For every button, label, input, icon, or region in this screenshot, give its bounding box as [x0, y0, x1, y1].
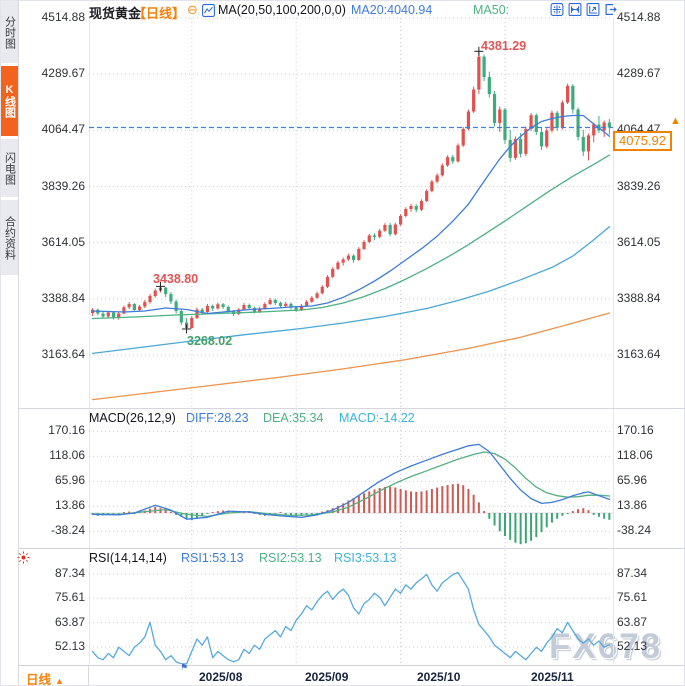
price-marker-label: 4075.92: [613, 131, 672, 151]
sidebar: 分时图 K线图 闪电图 合约资料: [1, 1, 19, 685]
period-label: 日线: [26, 673, 52, 686]
rsi3-value: RSI3:53.13: [334, 551, 397, 565]
sidebar-tab-label: K线图: [3, 84, 16, 118]
main-price-panel: [91, 51, 611, 401]
sidebar-tab-kline-chart[interactable]: K线图: [1, 66, 18, 136]
ma-settings-label[interactable]: MA(20,50,100,200,0,0): [218, 3, 346, 17]
price-marker-arrow: ▲: [670, 115, 681, 127]
fit-width-icon[interactable]: [568, 3, 582, 16]
macd-dea-value: DEA:35.34: [263, 411, 324, 425]
sidebar-tab-label: 闪电图: [3, 151, 16, 185]
x-axis-label: 2025/10: [417, 670, 461, 684]
ma20-value: MA20:4040.94: [351, 3, 433, 17]
rsi2-value: RSI2:53.13: [259, 551, 322, 565]
export-icon[interactable]: [604, 3, 618, 16]
annotation-swing-high: 3438.80: [153, 272, 199, 286]
period-selector[interactable]: 日线 ▲: [19, 666, 89, 686]
macd-panel: [89, 443, 613, 545]
sidebar-tab-time-chart[interactable]: 分时图: [1, 1, 18, 63]
collapse-icon[interactable]: ⊖: [187, 2, 198, 17]
sidebar-tab-contract-info[interactable]: 合约资料: [1, 200, 18, 275]
macd-diff-value: DIFF:28.23: [186, 411, 249, 425]
chart-toolbar: [550, 3, 618, 16]
crosshair-icon[interactable]: [550, 3, 564, 16]
macd-name[interactable]: MACD(26,12,9): [89, 411, 176, 425]
period-tag[interactable]: 【日线】: [133, 6, 186, 21]
sidebar-tab-label: 合约资料: [3, 215, 16, 260]
event-marker-icon[interactable]: ⚑: [180, 662, 189, 672]
annotation-swing-low: 3268.02: [187, 334, 233, 348]
chart-type-icon[interactable]: [202, 4, 215, 20]
period-arrow-icon: ▲: [55, 676, 64, 686]
annotation-peak-high: 4381.29: [481, 39, 527, 53]
x-axis-label: 2025/09: [305, 670, 349, 684]
rsi-name[interactable]: RSI(14,14,14): [89, 551, 167, 565]
fit-height-icon[interactable]: [586, 3, 600, 16]
sidebar-tab-label: 分时图: [3, 15, 16, 49]
macd-macd-value: MACD:-14.22: [339, 411, 415, 425]
time-axis-bar: 日线 ▲ ⚑ 2025/08 2025/09 2025/10 2025/11: [19, 662, 684, 686]
indicator-settings-icon[interactable]: [17, 551, 30, 569]
ma50-value: MA50:: [473, 3, 510, 17]
instrument-title: 现货黄金: [89, 6, 142, 21]
x-axis-label: 2025/08: [199, 670, 243, 684]
x-axis-label: 2025/11: [531, 670, 574, 684]
sidebar-tab-lightning-chart[interactable]: 闪电图: [1, 139, 18, 197]
rsi1-value: RSI1:53.13: [181, 551, 244, 565]
rsi-panel: [91, 571, 611, 664]
